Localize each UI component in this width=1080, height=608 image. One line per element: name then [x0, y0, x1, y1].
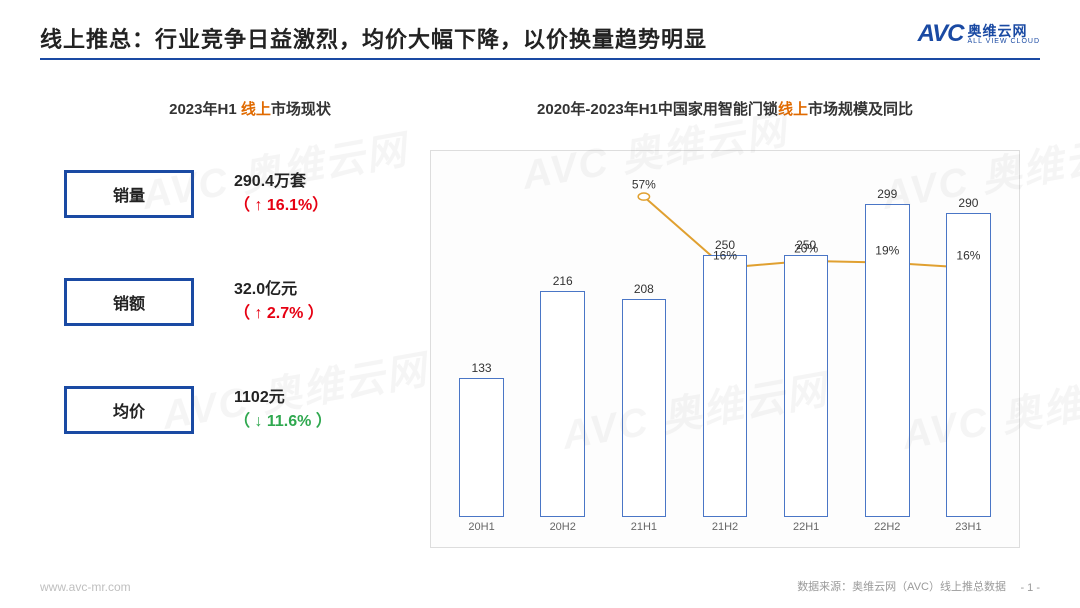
metric-row: 均价 1102元（ ↓ 11.6% ） [64, 386, 394, 434]
bar: 216 [540, 291, 585, 517]
metric-row: 销量 290.4万套（ ↑ 16.1%） [64, 170, 394, 218]
metric-change: （ ↑ 2.7% ） [234, 302, 324, 326]
bar-value-label: 216 [553, 274, 573, 288]
subtitle-left: 2023年H1 线上市场现状 [120, 98, 380, 119]
line-value-label: 19% [875, 243, 899, 257]
metric-value: 290.4万套 [234, 170, 328, 194]
bar-slot: 299 [847, 161, 928, 517]
line-value-label: 16% [713, 248, 737, 262]
xaxis-label: 20H1 [441, 521, 522, 543]
bar-value-label: 208 [634, 282, 654, 296]
chart-plot: 133 216 208 250 250 299 290 57% 16% 20% 19% 16% [441, 161, 1009, 517]
metrics-panel: 销量 290.4万套（ ↑ 16.1%） 销额 32.0亿元（ ↑ 2.7% ） 均价 1… [64, 170, 394, 434]
bar: 133 [459, 378, 504, 517]
page-title: 线上推总：行业竞争日益激烈，均价大幅下降，以价换量趋势明显 [40, 22, 707, 54]
line-value-label: 57% [632, 177, 656, 191]
bar-slot: 208 [603, 161, 684, 517]
metric-value: 32.0亿元 [234, 278, 324, 302]
brand-logo: AVC 奥维云网 ALL VIEW CLOUD [918, 20, 1040, 48]
footer-source: 数据来源：奥维云网（AVC）线上推总数据 [797, 578, 1006, 594]
xaxis-label: 21H1 [603, 521, 684, 543]
bar-slot: 250 [684, 161, 765, 517]
line-value-label: 20% [794, 241, 818, 255]
bar-slot: 250 [766, 161, 847, 517]
bar: 250 [784, 255, 829, 517]
subtitle-right: 2020年-2023年H1中国家用智能门锁线上市场规模及同比 [430, 98, 1020, 119]
bar: 250 [703, 255, 748, 517]
bar-slot: 290 [928, 161, 1009, 517]
metric-value: 1102元 [234, 386, 332, 410]
footer-site: www.avc-mr.com [40, 580, 131, 594]
metric-change: （ ↓ 11.6% ） [234, 410, 332, 434]
line-value-label: 16% [956, 248, 980, 262]
bar-slot: 216 [522, 161, 603, 517]
xaxis-label: 22H1 [766, 521, 847, 543]
bar-value-label: 299 [877, 187, 897, 201]
logo-cn: 奥维云网 [968, 24, 1040, 38]
header: 线上推总：行业竞争日益激烈，均价大幅下降，以价换量趋势明显 AVC 奥维云网 A… [40, 22, 1040, 54]
metric-row: 销额 32.0亿元（ ↑ 2.7% ） [64, 278, 394, 326]
header-divider [40, 58, 1040, 60]
xaxis-label: 21H2 [684, 521, 765, 543]
logo-en: ALL VIEW CLOUD [968, 38, 1040, 45]
bar-value-label: 133 [472, 361, 492, 375]
metric-name-box: 销额 [64, 278, 194, 326]
chart-xaxis: 20H120H221H121H222H122H223H1 [441, 521, 1009, 543]
bar-slot: 133 [441, 161, 522, 517]
xaxis-label: 23H1 [928, 521, 1009, 543]
logo-mark-icon: AVC [918, 20, 964, 48]
chart-area: 133 216 208 250 250 299 290 57% 16% 20% 19% 16% 20H… [430, 150, 1020, 548]
metric-name-box: 均价 [64, 386, 194, 434]
bar-value-label: 290 [958, 196, 978, 210]
metric-change: （ ↑ 16.1%） [234, 194, 328, 218]
page-number: - 1 - [1020, 582, 1040, 594]
xaxis-label: 20H2 [522, 521, 603, 543]
xaxis-label: 22H2 [847, 521, 928, 543]
bar: 208 [622, 299, 667, 517]
metric-name-box: 销量 [64, 170, 194, 218]
